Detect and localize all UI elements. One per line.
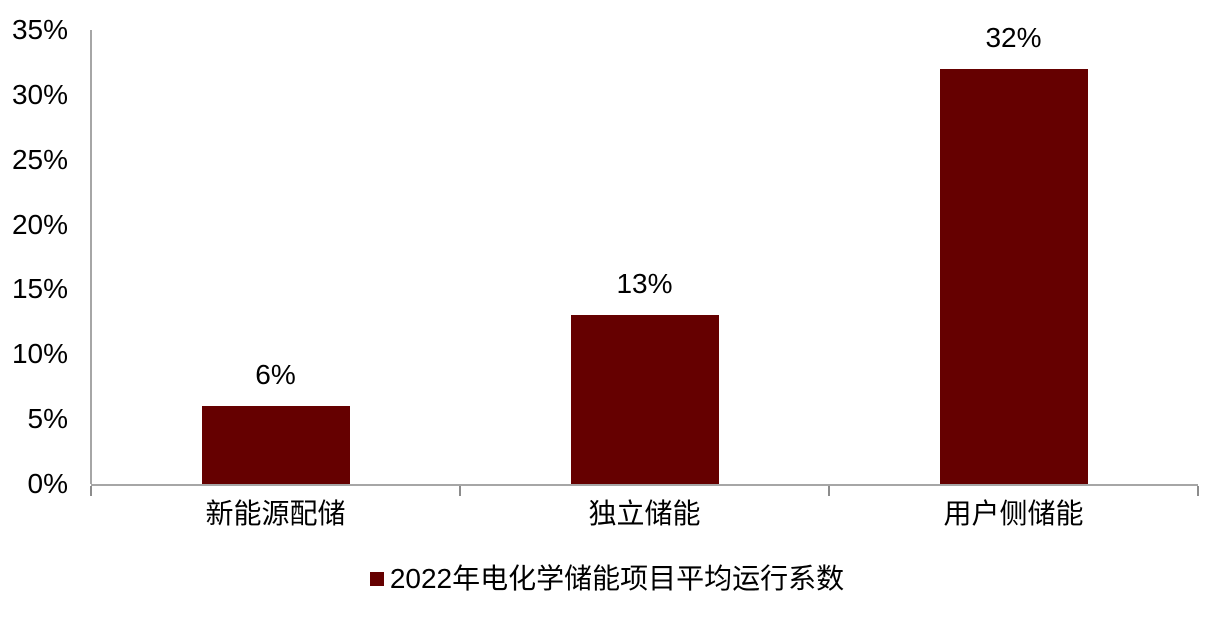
bar-新能源配储 — [201, 406, 350, 484]
x-axis-tick — [90, 486, 92, 496]
bar-用户侧储能 — [939, 68, 1088, 484]
bar-value-label: 6% — [255, 359, 296, 391]
bar-value-label: 32% — [985, 21, 1042, 53]
x-axis-tick — [459, 486, 461, 496]
legend-square-marker-icon — [369, 572, 384, 586]
y-axis-tick-label: 15% — [11, 273, 68, 305]
y-axis-tick-label: 35% — [11, 14, 68, 45]
y-axis-tick-label: 30% — [11, 78, 68, 110]
y-axis-tick-label: 5% — [27, 403, 68, 435]
x-axis-line — [91, 484, 1198, 486]
y-axis-tick-label: 10% — [11, 338, 68, 370]
y-axis-tick-label: 25% — [11, 143, 68, 175]
x-axis-category-label: 新能源配储 — [205, 498, 346, 529]
bar-独立储能 — [570, 315, 719, 484]
legend-label: 2022年电化学储能项目平均运行系数 — [389, 563, 845, 594]
y-axis-tick-label: 20% — [11, 208, 68, 240]
x-axis-category-label: 用户侧储能 — [943, 498, 1084, 529]
x-axis-tick — [828, 486, 830, 496]
y-axis-tick-label: 0% — [27, 468, 68, 499]
x-axis-tick — [1197, 486, 1199, 496]
y-axis-line — [90, 30, 92, 484]
legend: 2022年电化学储能项目平均运行系数 — [0, 563, 1214, 595]
bar-value-label: 13% — [616, 268, 673, 300]
x-axis-category-label: 独立储能 — [588, 498, 701, 529]
